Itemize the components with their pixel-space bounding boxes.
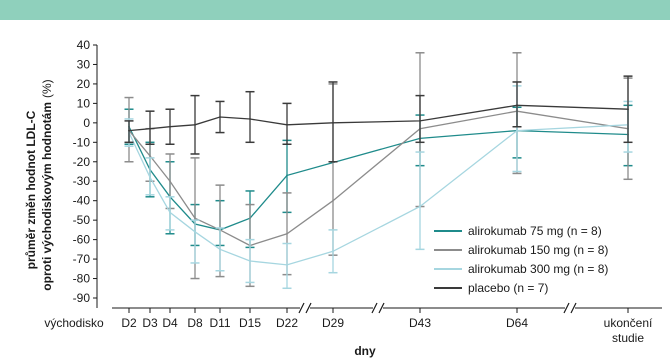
x-tick-label-line: východisko [44,316,104,330]
legend-label-alirokumab-300-mg-n-8: alirokumab 300 mg (n = 8) [468,262,608,276]
data-point [332,250,334,253]
data-point [249,260,251,262]
data-point [169,211,171,214]
x-tick-label: ukončení studie [604,316,653,345]
x-tick-label-line: D11 [209,316,230,330]
series-alirokumab-300-mg-n-8 [124,85,633,290]
data-point [169,125,171,128]
y-axis-unit: (%) [40,79,54,98]
data-point [249,118,251,120]
x-tick-label: D22 [276,316,298,330]
y-tick-label: -30 [73,174,91,188]
data-point [219,248,221,251]
y-tick-label: -20 [73,155,91,169]
axis-break-slash-2b [378,302,385,314]
x-tick-label: D3 [142,316,158,330]
x-tick-label-line: D22 [276,316,298,330]
axis-break-gap-3 [565,303,575,313]
data-point [194,217,196,220]
y-axis-title-line2: oproti východiskovým hodnotám (%) [40,79,54,290]
data-point [286,123,288,126]
x-axis-ticks: východisko D2 D3 D4 D8 D11 D15 D22 D29 D43 D64 ukon… [44,308,653,345]
axis-break-gap-1 [300,303,310,313]
y-tick-label: -40 [73,194,91,208]
x-tick-label: D43 [409,316,431,330]
data-point [286,232,288,235]
x-tick-label-line: D3 [142,316,158,330]
x-tick-label: D11 [209,316,230,330]
x-tick-label-line: D64 [506,316,528,330]
x-tick-label-line: studie [612,331,644,345]
data-point [149,176,151,179]
y-tick-label: -60 [73,233,91,247]
x-tick-label: D2 [121,316,137,330]
y-tick-label: 0 [83,116,90,130]
x-tick-label-line: D29 [322,316,344,330]
data-point [516,129,518,132]
x-tick-label-line: D2 [121,316,137,330]
data-point [149,127,151,130]
y-tick-label: -90 [73,291,91,305]
data-point [419,205,421,208]
data-point [128,129,130,132]
x-tick-label: D8 [187,316,203,330]
data-point [149,155,151,157]
x-tick-label-line: D43 [409,316,431,330]
data-point [332,121,334,124]
x-tick-label: D15 [239,316,261,330]
axis-break-gap-2 [373,303,383,313]
x-tick-label-line: D15 [239,316,261,330]
x-tick-label-line: D8 [187,316,203,330]
y-tick-label: 10 [77,96,91,110]
y-tick-label: 40 [77,38,91,52]
y-axis-ticks: 40 30 20 10 0 -10 -20 -30 -40 -50 -60 -70 -80 -90 [73,38,97,305]
legend-label-alirokumab-75-mg-n-8: alirokumab 75 mg (n = 8) [468,224,602,238]
chart-axes [96,45,662,314]
data-point [286,264,288,266]
legend-label-alirokumab-150-mg-n-8: alirokumab 150 mg (n = 8) [468,243,608,257]
y-tick-label: -10 [73,135,91,149]
axis-break-slash-3b [570,302,577,314]
data-point [219,116,221,118]
y-tick-label: 30 [77,57,91,71]
y-axis-title-line1: průměr změn hodnot LDL-C [24,110,38,269]
x-tick-label: D64 [506,316,528,330]
data-point [194,123,196,126]
data-point [169,180,171,183]
axis-break-slash-2a [371,302,378,314]
axis-break-slash-1a [298,302,305,314]
series-line [128,104,629,132]
data-point [194,230,196,233]
data-point [332,199,334,202]
series-layer [124,52,633,290]
axis-break-slash-3a [563,302,570,314]
data-point [516,104,518,107]
y-tick-label: -50 [73,213,91,227]
header-band [0,0,670,20]
x-tick-label: východisko [44,316,104,330]
data-point [627,108,629,111]
x-tick-label: D4 [162,316,178,330]
y-axis-title-line2-text: oproti východiskovým hodnotám [40,102,54,291]
data-point [286,174,288,177]
axis-break-slash-1b [305,302,312,314]
x-tick-label-line: D4 [162,316,178,330]
x-axis-title: dny [354,344,376,358]
x-tick-label-line: ukončení [604,316,653,330]
x-tick-label: D29 [322,316,344,330]
data-point [419,120,421,122]
series-placebo-n-7 [124,75,633,163]
legend: alirokumab 75 mg (n = 8) alirokumab 150 m… [434,224,608,295]
y-tick-label: 20 [77,77,91,91]
series-line [128,126,629,231]
legend-label-placebo-n-7: placebo (n = 7) [468,281,548,295]
y-tick-label: -70 [73,252,91,266]
y-tick-label: -80 [73,272,91,286]
